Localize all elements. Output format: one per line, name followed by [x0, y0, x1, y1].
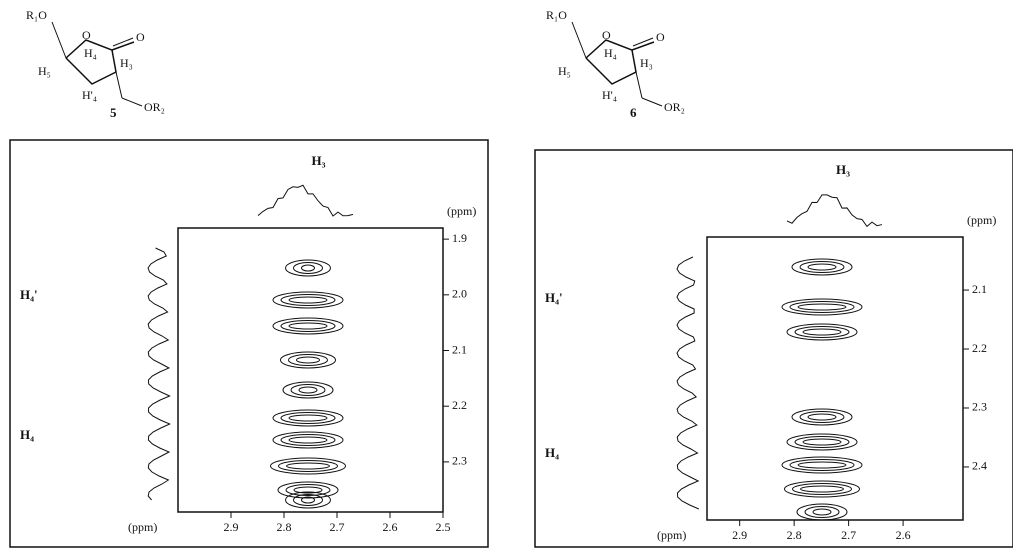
- x-tick-label: 2.6: [383, 520, 398, 534]
- contour: [289, 323, 327, 329]
- x-tick-label: 2.8: [787, 528, 802, 542]
- x-tick-label: 2.9: [224, 520, 239, 534]
- atom-label: O: [82, 28, 91, 42]
- compound-number: 6: [630, 105, 637, 120]
- projection: [787, 195, 882, 227]
- y-tick-label: 2.1: [452, 342, 467, 356]
- figure: R₁O O O H₅ H₄ H'₄ H₃ OR₂ 5 R₁O O O H₅ H₄ H'₄ H₃ OR₂ 6 2.9 2…: [0, 0, 1013, 548]
- panel-frame: [535, 150, 1013, 547]
- y-tick-label: 2.3: [972, 400, 987, 414]
- contour: [800, 412, 844, 423]
- contour: [798, 462, 846, 468]
- carbonyl: [633, 38, 653, 46]
- projection: [677, 257, 699, 509]
- atom-label: H₄: [604, 46, 617, 60]
- x-tick-label: 2.7: [841, 528, 856, 542]
- atom-label: H'₄: [602, 88, 617, 102]
- atom-label: R₁O: [26, 8, 47, 22]
- y-unit: (ppm): [967, 213, 996, 227]
- peak-label: H₄: [20, 427, 34, 442]
- atom-label: H₃: [120, 56, 133, 70]
- projection: [148, 248, 170, 500]
- bond: [572, 22, 586, 58]
- contour: [790, 302, 854, 313]
- atom-label: H'₄: [82, 88, 97, 102]
- y-unit: (ppm): [447, 204, 476, 218]
- contour: [279, 461, 338, 472]
- bond: [636, 72, 642, 98]
- plot-area: [707, 237, 963, 520]
- atom-label: H₅: [38, 64, 51, 78]
- contour: [805, 507, 839, 518]
- contour: [813, 509, 831, 515]
- contour: [289, 297, 327, 303]
- contour: [790, 460, 854, 471]
- x-unit: (ppm): [657, 528, 686, 542]
- panel-frame: [10, 140, 488, 547]
- projection: [258, 185, 353, 216]
- peak-label: H₄': [20, 287, 38, 302]
- contour: [302, 265, 315, 271]
- x-tick-label: 2.7: [330, 520, 345, 534]
- contour: [289, 415, 327, 421]
- bond: [116, 72, 122, 98]
- peak-label: H₄: [545, 445, 559, 460]
- peak-label: H₃: [311, 153, 325, 168]
- carbonyl: [113, 38, 133, 46]
- contour: [291, 385, 325, 396]
- bond: [52, 22, 66, 58]
- y-tick-label: 2.1: [972, 282, 987, 296]
- y-tick-label: 2.2: [972, 341, 987, 355]
- contour: [297, 357, 320, 363]
- x-unit: (ppm): [128, 520, 157, 534]
- x-tick-label: 2.9: [732, 528, 747, 542]
- atom-label: OR₂: [144, 100, 165, 114]
- y-tick-label: 2.4: [972, 459, 987, 473]
- compound-number: 5: [110, 105, 117, 120]
- contour: [289, 355, 328, 366]
- atom-label: H₄: [84, 46, 97, 60]
- atom-label: O: [136, 30, 145, 44]
- bond: [122, 98, 142, 106]
- contour: [801, 486, 844, 492]
- y-tick-label: 2.0: [452, 287, 467, 301]
- contour: [800, 262, 844, 273]
- peak-label: H₄': [545, 290, 563, 305]
- x-tick-label: 2.8: [277, 520, 292, 534]
- peak-label: H₃: [836, 162, 850, 177]
- atom-label: R₁O: [546, 8, 567, 22]
- y-tick-label: 1.9: [452, 231, 467, 245]
- x-tick-label: 2.6: [896, 528, 911, 542]
- atom-label: H₃: [640, 56, 653, 70]
- contour: [294, 495, 323, 506]
- contour: [299, 387, 317, 393]
- atom-label: O: [602, 28, 611, 42]
- contour: [808, 264, 836, 270]
- carbonyl: [112, 42, 134, 50]
- contour: [294, 263, 323, 274]
- y-tick-label: 2.2: [452, 398, 467, 412]
- contour: [808, 414, 836, 420]
- contour: [793, 484, 852, 495]
- contour: [289, 437, 327, 443]
- bond: [642, 98, 662, 106]
- contour: [798, 304, 846, 310]
- y-tick-label: 2.3: [452, 454, 467, 468]
- atom-label: O: [656, 30, 665, 44]
- carbonyl: [632, 42, 654, 50]
- x-tick-label: 2.5: [436, 520, 451, 534]
- contour: [803, 329, 841, 335]
- atom-label: OR₂: [664, 100, 685, 114]
- atom-label: H₅: [558, 64, 571, 78]
- contour: [803, 439, 841, 445]
- contour: [287, 463, 330, 469]
